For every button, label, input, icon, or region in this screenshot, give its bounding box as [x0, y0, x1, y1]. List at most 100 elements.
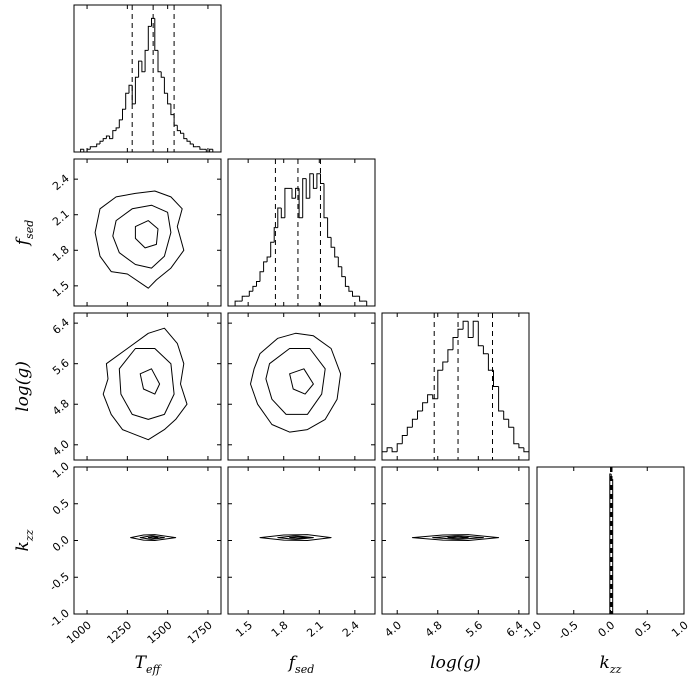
- histogram-bin: [154, 18, 158, 51]
- histogram-bin: [447, 349, 453, 362]
- axis-label: fsed: [287, 653, 315, 676]
- histogram-bin: [482, 345, 489, 355]
- histogram-bin: [359, 296, 364, 302]
- histogram-bin: [513, 427, 519, 445]
- histogram-bin: [452, 337, 458, 350]
- x-tick-label: 1.8: [269, 619, 291, 640]
- contour: [250, 332, 342, 433]
- y-tick-label: 0.5: [50, 496, 72, 517]
- histogram-bin: [180, 130, 184, 134]
- histogram-bin: [86, 148, 91, 152]
- axis-label-main: log(g): [13, 361, 33, 412]
- y-tick-label: 5.6: [50, 356, 72, 377]
- x-tick-label: 1.0: [669, 619, 691, 640]
- axis-label-main: T: [135, 653, 148, 673]
- axis-label-subscript: zz: [609, 663, 622, 676]
- histogram-bin: [138, 60, 142, 78]
- histogram-bin: [295, 187, 300, 199]
- histogram-bin: [263, 261, 268, 272]
- histogram-bin: [352, 291, 356, 297]
- histogram-bin: [316, 173, 321, 189]
- contour: [259, 534, 332, 541]
- panel: [227, 158, 376, 307]
- y-tick-label: 0.0: [50, 533, 72, 554]
- axis-label: Teff: [135, 653, 163, 676]
- histogram-bin: [305, 178, 310, 199]
- panel-frame: [381, 312, 530, 461]
- histogram-bin: [259, 271, 264, 282]
- y-tick-label: 1.0: [50, 460, 72, 481]
- histogram-bin: [366, 301, 371, 307]
- histogram-bin: [252, 285, 257, 292]
- histogram-bin: [256, 281, 260, 287]
- histogram-bin: [248, 290, 253, 297]
- histogram-bin: [406, 426, 413, 436]
- histogram-bin: [141, 61, 146, 73]
- contour: [130, 534, 177, 541]
- histogram-bin: [89, 146, 94, 150]
- x-tick-label: 2.1: [304, 619, 326, 640]
- panel-frame: [381, 466, 530, 615]
- histogram-bin: [163, 77, 168, 94]
- panel: [227, 466, 376, 615]
- histogram-bin: [112, 130, 117, 139]
- contour: [139, 535, 165, 540]
- contour: [411, 534, 500, 541]
- axis-label: fsed: [13, 220, 36, 248]
- contour: [139, 368, 161, 395]
- axis-label-main: k: [13, 541, 33, 551]
- panel-frame: [227, 466, 376, 615]
- histogram-bin: [417, 410, 423, 420]
- contour: [277, 535, 314, 540]
- histogram-bin: [498, 386, 504, 412]
- y-tick-label: 2.1: [50, 207, 72, 228]
- histogram-bin: [189, 141, 194, 145]
- histogram-bin: [118, 119, 123, 128]
- y-tick-label: 4.0: [50, 437, 72, 458]
- histogram-bin: [273, 227, 278, 243]
- contour: [112, 204, 172, 269]
- histogram-bin: [266, 256, 271, 262]
- contour: [147, 536, 159, 539]
- histogram-bin: [472, 320, 479, 338]
- panel-frame: [227, 312, 376, 461]
- histogram-bin: [309, 173, 314, 199]
- contour: [118, 348, 175, 420]
- histogram-bin: [523, 447, 530, 460]
- histogram-bin: [291, 188, 296, 199]
- axis-label: kzz: [600, 653, 622, 676]
- histogram-bin: [467, 321, 474, 338]
- panel-frame: [227, 158, 376, 307]
- histogram-bin: [487, 353, 494, 371]
- x-tick-label: -1.0: [519, 619, 544, 643]
- panel-frame: [73, 4, 222, 153]
- histogram-bin: [401, 435, 408, 444]
- contour: [94, 190, 185, 289]
- histogram-bin: [298, 188, 303, 219]
- histogram-bin: [125, 92, 129, 110]
- panel: [73, 466, 222, 615]
- histogram-bin: [160, 71, 165, 78]
- panel: [73, 158, 222, 307]
- y-tick-label: -0.5: [47, 570, 72, 594]
- histogram-bin: [457, 328, 464, 338]
- histogram-bin: [109, 136, 113, 140]
- x-tick-label: -0.5: [556, 619, 581, 643]
- axis-label-subscript: zz: [23, 529, 36, 542]
- histogram-bin: [280, 208, 285, 219]
- panel: [227, 312, 376, 461]
- histogram-bin: [157, 50, 162, 73]
- histogram-bin: [80, 148, 84, 152]
- histogram-bin: [381, 451, 388, 460]
- x-tick-label: 0.0: [596, 619, 618, 640]
- contour: [432, 535, 484, 540]
- histogram-bin: [131, 85, 136, 105]
- y-tick-label: 1.5: [50, 278, 72, 299]
- x-tick-label: 1500: [145, 619, 175, 647]
- histogram-bin: [134, 76, 139, 104]
- y-tick-label: -1.0: [47, 607, 72, 631]
- contour: [289, 368, 314, 395]
- histogram-bin: [503, 411, 509, 420]
- axis-label: log(g): [430, 653, 481, 673]
- histogram-bin: [128, 84, 133, 94]
